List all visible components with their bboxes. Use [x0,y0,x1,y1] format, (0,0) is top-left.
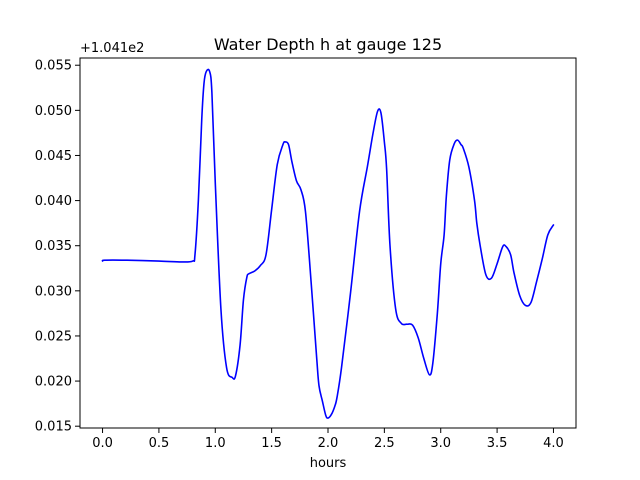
series-line [101,68,555,419]
y-tick-label: 0.040 [35,194,72,209]
y-offset-label: +1.041e2 [80,41,144,56]
y-tick-label: 0.055 [35,59,72,74]
y-tick-label: 0.035 [35,239,72,254]
x-tick-label: 1.5 [261,436,282,451]
x-axis: 0.0 0.5 1.0 1.5 2.0 2.5 3.0 3.5 4.0 [92,428,564,451]
x-tick-label: 4.0 [543,436,564,451]
x-axis-label: hours [310,456,347,471]
y-axis: 0.015 0.020 0.025 0.030 0.035 0.040 0.045 0.050… [35,59,80,435]
y-tick-label: 0.025 [35,329,72,344]
x-tick-label: 0.0 [92,436,113,451]
y-tick-label: 0.020 [35,375,72,390]
y-tick-label: 0.015 [35,420,72,435]
chart-title: Water Depth h at gauge 125 [214,35,442,54]
x-tick-label: 3.0 [430,436,451,451]
x-tick-label: 3.5 [487,436,508,451]
y-tick-label: 0.050 [35,104,72,119]
y-tick-label: 0.045 [35,149,72,164]
x-tick-label: 2.0 [318,436,339,451]
plot-frame [79,57,577,429]
x-tick-label: 1.0 [205,436,226,451]
x-tick-label: 2.5 [374,436,395,451]
y-tick-label: 0.030 [35,284,72,299]
x-tick-label: 0.5 [149,436,170,451]
